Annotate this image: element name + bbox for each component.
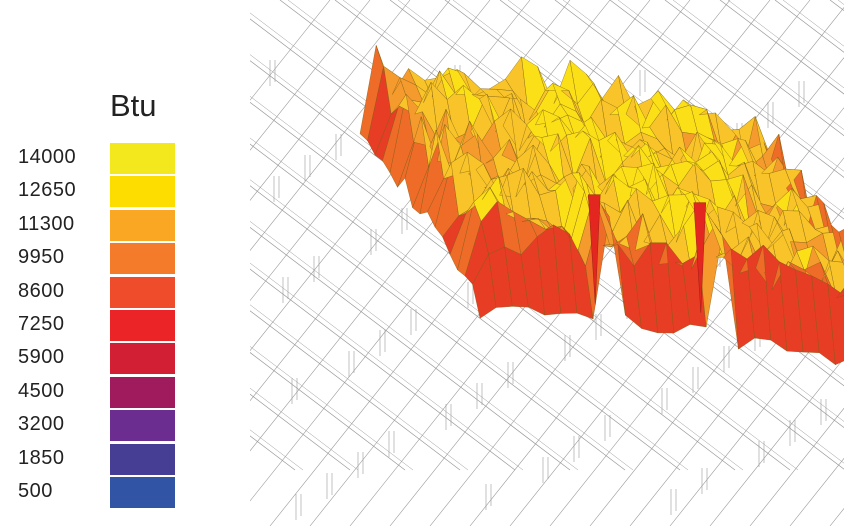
wire-line <box>250 226 571 471</box>
surface-facet <box>836 287 844 299</box>
wire-line <box>250 262 524 471</box>
surface-plot <box>250 0 844 526</box>
legend-unit-label: Btu <box>110 88 157 123</box>
legend-swatch-3200 <box>110 410 175 442</box>
legend-label-7250: 7250 <box>18 313 65 335</box>
wire-line <box>609 0 844 178</box>
wire-line <box>250 304 469 471</box>
wire-line <box>250 0 331 101</box>
legend-swatch-7250 <box>110 310 175 341</box>
surface-facet <box>828 260 844 299</box>
surface-spike <box>588 194 601 305</box>
wire-line <box>250 137 689 471</box>
legend-swatch-9950 <box>110 243 175 275</box>
surface-spike <box>693 202 707 313</box>
legend-label-3200: 3200 <box>18 413 65 436</box>
legend-label-9950: 9950 <box>18 246 65 269</box>
legend-swatch-4500 <box>110 376 175 408</box>
legend-label-500: 500 <box>18 480 53 502</box>
wire-line <box>250 101 736 471</box>
wire-line <box>709 357 844 526</box>
wire-line <box>669 307 844 526</box>
legend-label-1850: 1850 <box>18 446 65 469</box>
wire-line <box>672 0 844 130</box>
wire-line <box>719 0 844 95</box>
legend-label-8600: 8600 <box>18 279 65 302</box>
wire-line <box>250 221 579 471</box>
wire-line <box>250 429 304 471</box>
surface-facet <box>827 283 844 366</box>
wire-line <box>250 310 461 471</box>
wire-line <box>250 179 634 471</box>
wire-line <box>727 0 844 89</box>
legend-label-12650: 12650 <box>18 179 77 202</box>
heat-surface <box>359 44 844 366</box>
legend-swatch-14000 <box>110 143 175 174</box>
wire-line <box>250 352 406 471</box>
wire-line <box>554 0 844 220</box>
legend-swatch-1850 <box>110 443 175 475</box>
surface-facet <box>837 250 844 266</box>
wire-line <box>250 268 516 471</box>
legend-label-4500: 4500 <box>18 379 65 402</box>
legend-swatch-5900 <box>110 343 175 375</box>
wire-line <box>250 346 414 471</box>
legend-swatch-11300 <box>110 209 175 241</box>
legend-swatch-8600 <box>110 276 175 308</box>
wire-line <box>250 0 411 201</box>
wire-line <box>749 407 844 526</box>
wire-line <box>664 0 844 137</box>
wire-line <box>250 0 371 151</box>
wire-line <box>250 95 744 471</box>
wire-line <box>562 0 844 214</box>
color-legend: Btu 14000 12650 11300 9950 8600 7250 5900 4500 3… <box>0 0 250 526</box>
wire-line <box>250 185 626 471</box>
wire-line <box>617 0 844 172</box>
legend-label-14000: 14000 <box>18 146 77 168</box>
legend-swatch-12650 <box>110 176 175 208</box>
wire-line <box>250 387 359 471</box>
legend-label-5900: 5900 <box>18 346 65 369</box>
legend-swatch-500 <box>110 477 175 508</box>
wire-line <box>250 143 681 471</box>
legend-label-11300: 11300 <box>18 212 75 235</box>
